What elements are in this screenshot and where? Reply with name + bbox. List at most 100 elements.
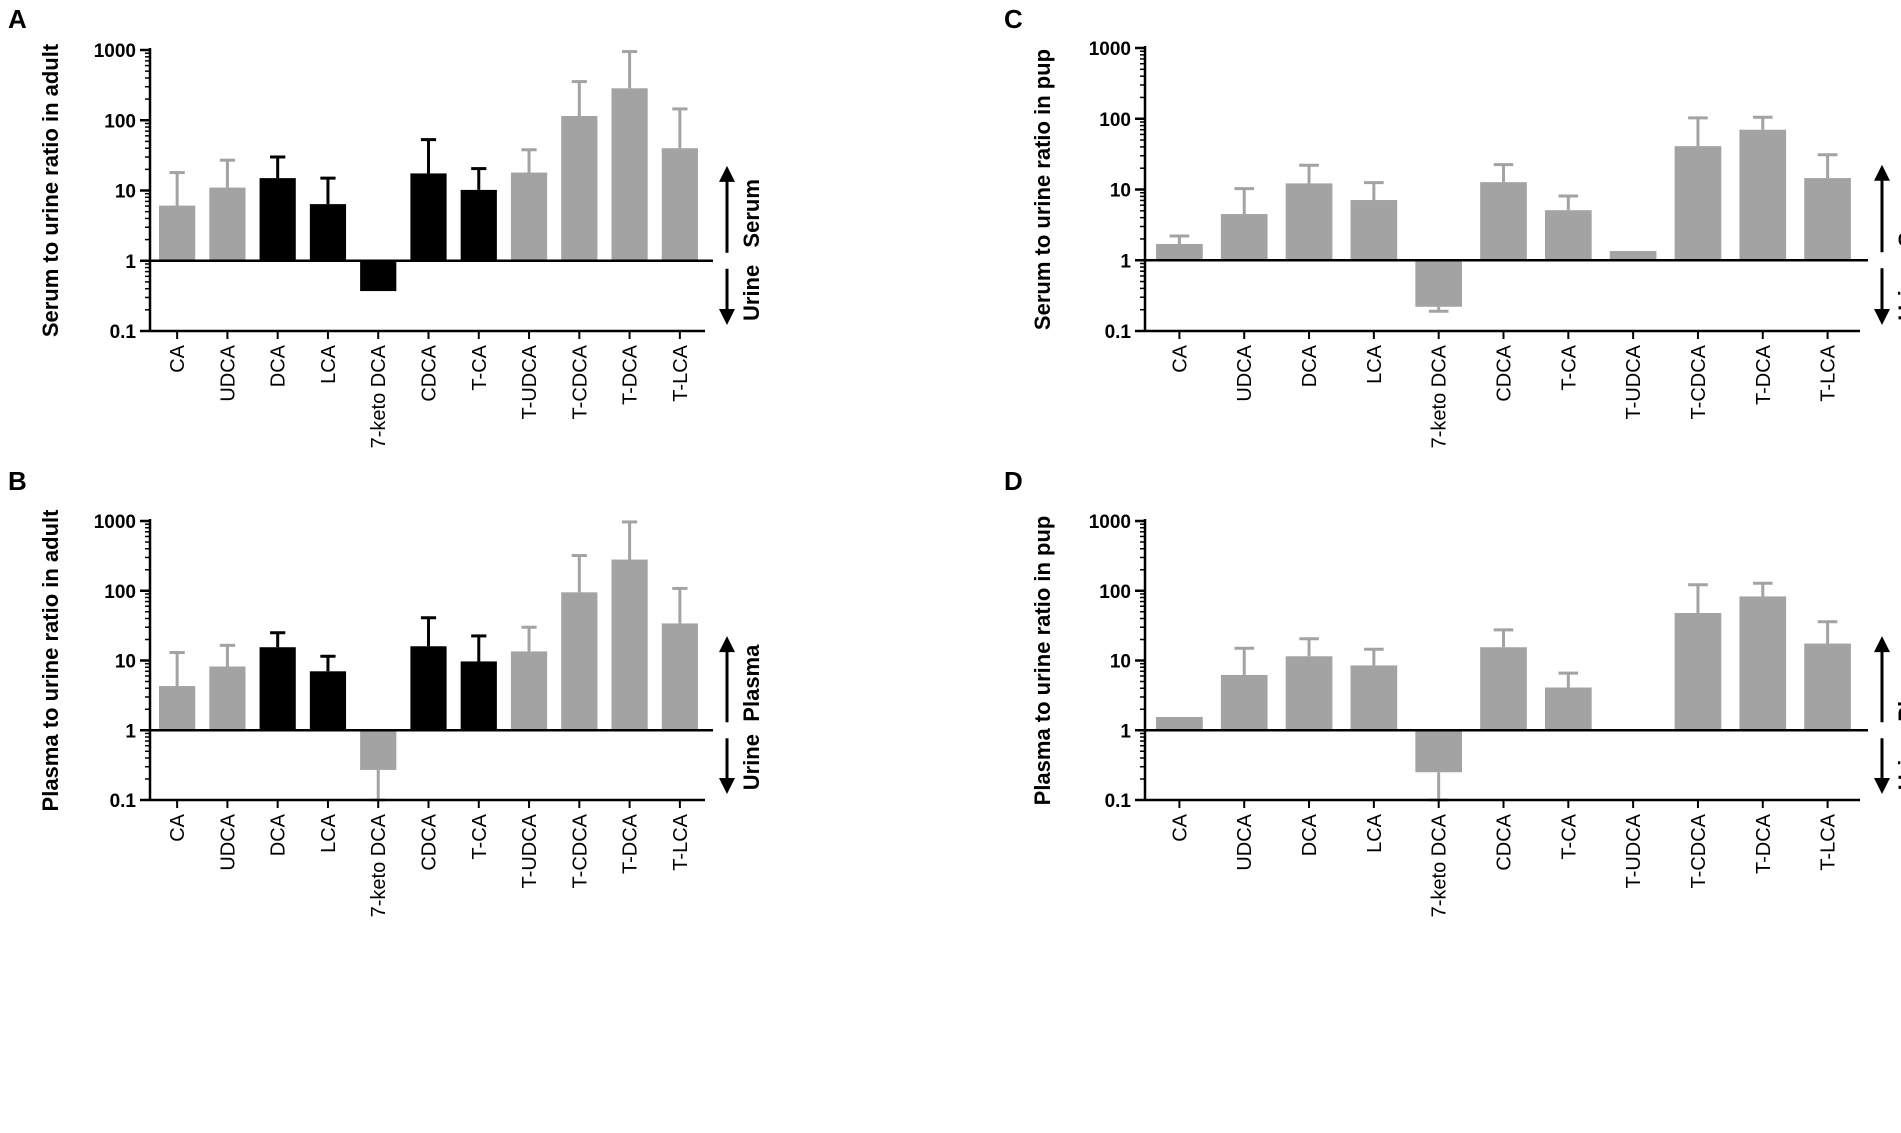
y-tick-label: 0.1 — [1105, 791, 1132, 812]
bar-t-lca — [661, 148, 698, 261]
arrow-up-icon — [719, 165, 735, 253]
bar-t-lca — [1804, 643, 1851, 731]
bar-t-dca — [1739, 596, 1787, 731]
panel-a: A Serum to urine ratio in adult 0.1 1 10 100 1… — [8, 4, 764, 448]
bar-t-lca — [1804, 178, 1851, 261]
x-tick-label: 7-keto DCA — [368, 344, 390, 448]
y-tick-label: 10 — [1110, 181, 1131, 202]
x-tick-label: UDCA — [1234, 813, 1256, 870]
arrow-up-icon — [1874, 164, 1890, 253]
direction-label-up: Serum — [739, 179, 764, 247]
y-tick-label: 1 — [125, 252, 136, 273]
x-tick-label: CA — [1169, 813, 1191, 841]
y-axis-label: Serum to urine ratio in pup — [1030, 49, 1055, 330]
x-tick-label: CA — [1169, 344, 1191, 372]
direction-label-up: Serum — [1894, 178, 1901, 246]
bar-7-keto-dca — [360, 730, 397, 770]
bar-ca — [159, 205, 196, 261]
bar-lca — [309, 204, 347, 261]
bar-cdca — [1480, 647, 1527, 731]
panel-letter: B — [8, 466, 27, 496]
x-tick-label: T-CDCA — [1688, 344, 1710, 419]
x-tick-label: T-LCA — [1818, 813, 1840, 870]
y-tick-label: 1000 — [94, 512, 136, 533]
arrow-up-icon — [719, 636, 735, 723]
x-tick-label: DCA — [268, 344, 290, 387]
panel-letter: A — [8, 4, 27, 34]
y-axis-label: Serum to urine ratio in adult — [38, 43, 63, 337]
x-tick-label: DCA — [268, 813, 290, 856]
x-tick-label: T-CDCA — [1688, 813, 1710, 888]
direction-label-down: Urine — [739, 734, 764, 790]
panel-d: D Plasma to urine ratio in pup 0.1 1 10 100 10… — [1004, 466, 1901, 917]
bar-cdca — [410, 646, 447, 731]
bar-dca — [259, 647, 296, 731]
y-tick-label: 100 — [1099, 582, 1131, 603]
bar-ca — [159, 686, 196, 731]
y-tick-label: 100 — [1099, 110, 1131, 131]
x-tick-label: T-CDCA — [569, 813, 591, 888]
bar-lca — [1350, 200, 1398, 261]
y-tick-label: 0.1 — [110, 322, 137, 343]
bar-7-keto-dca — [360, 260, 397, 292]
bar-7-keto-dca — [1415, 730, 1463, 773]
y-tick-label: 1000 — [1089, 512, 1131, 533]
x-tick-label: UDCA — [217, 344, 239, 401]
y-axis-label: Plasma to urine ratio in pup — [1030, 516, 1055, 806]
x-tick-label: T-UDCA — [1623, 813, 1645, 888]
bar-t-ca — [1544, 210, 1592, 261]
bar-t-udca — [1609, 251, 1657, 261]
bar-7-keto-dca — [1415, 260, 1463, 307]
y-tick-label: 100 — [104, 111, 136, 132]
bar-udca — [209, 666, 246, 731]
y-tick-label: 10 — [115, 182, 136, 203]
bar-t-ca — [460, 661, 497, 731]
y-tick-label: 10 — [1110, 652, 1131, 673]
x-tick-label: UDCA — [217, 813, 239, 870]
x-tick-label: T-CA — [469, 813, 491, 859]
x-tick-label: CDCA — [1494, 813, 1516, 870]
x-tick-label: LCA — [318, 344, 340, 384]
arrow-down-icon — [719, 268, 735, 325]
x-tick-label: T-LCA — [1818, 344, 1840, 401]
panel-letter: D — [1004, 466, 1023, 496]
x-tick-label: UDCA — [1234, 344, 1256, 401]
bar-lca — [309, 671, 347, 731]
bar-udca — [209, 187, 246, 261]
bar-t-dca — [611, 88, 648, 261]
bar-t-dca — [1739, 129, 1787, 261]
x-tick-label: T-DCA — [1753, 344, 1775, 405]
x-tick-label: T-LCA — [670, 813, 692, 870]
bar-ca — [1156, 243, 1203, 261]
x-tick-label: T-UDCA — [519, 344, 541, 419]
x-tick-label: CA — [167, 344, 189, 372]
y-tick-label: 0.1 — [110, 791, 137, 812]
x-tick-label: T-CDCA — [569, 344, 591, 419]
y-tick-label: 0.1 — [1105, 322, 1132, 343]
panel-b: B Plasma to urine ratio in adult 0.1 1 10 100… — [8, 466, 764, 917]
y-axis-label: Plasma to urine ratio in adult — [38, 509, 63, 812]
x-tick-label: LCA — [318, 813, 340, 853]
panel-letter: C — [1004, 4, 1023, 34]
x-tick-label: CDCA — [419, 813, 441, 870]
bar-dca — [259, 178, 296, 261]
x-tick-label: T-LCA — [670, 344, 692, 401]
bar-t-cdca — [561, 592, 598, 731]
bar-t-udca — [510, 651, 548, 731]
x-tick-label: T-DCA — [620, 344, 642, 405]
x-tick-label: 7-keto DCA — [368, 813, 390, 917]
bar-t-lca — [661, 623, 698, 731]
x-tick-label: 7-keto DCA — [1429, 813, 1451, 917]
x-tick-label: CDCA — [1494, 344, 1516, 401]
x-tick-label: T-UDCA — [519, 813, 541, 888]
direction-label-down: Urine — [1894, 734, 1901, 790]
y-tick-label: 1 — [1120, 721, 1131, 742]
bar-t-cdca — [1674, 612, 1722, 731]
direction-label-up: Plasma — [1894, 644, 1901, 722]
y-tick-label: 100 — [104, 582, 136, 603]
arrow-up-icon — [1874, 636, 1890, 723]
x-tick-label: DCA — [1299, 344, 1321, 387]
bar-lca — [1350, 665, 1398, 731]
